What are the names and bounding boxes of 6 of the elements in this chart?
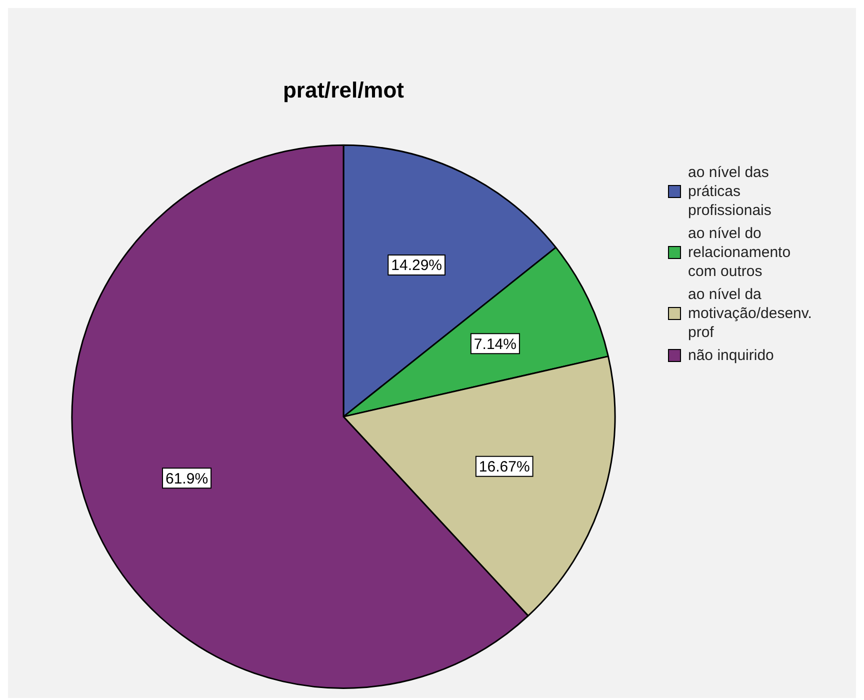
data-label: 14.29% [391, 257, 442, 274]
legend-label: não inquirido [688, 346, 775, 365]
data-label: 16.67% [478, 458, 530, 476]
data-label: 7.14% [474, 336, 516, 353]
data-label: 61.9% [165, 470, 208, 488]
chart-title: prat/rel/mot [282, 77, 405, 102]
